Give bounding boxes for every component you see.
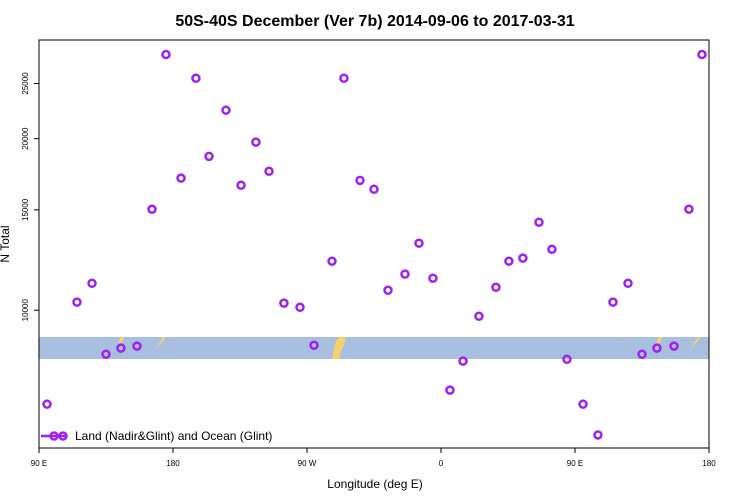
- point: [191, 73, 201, 84]
- legend-marker: [58, 431, 68, 441]
- point: [637, 349, 647, 359]
- x-tick-label: 0: [439, 459, 444, 468]
- point: [578, 399, 588, 409]
- chart-title: 50S-40S December (Ver 7b) 2014-09-06 to …: [175, 13, 574, 30]
- point: [355, 175, 365, 186]
- plot-frame: [38, 39, 710, 449]
- y-tick-label: 25000: [21, 72, 30, 95]
- point: [623, 278, 633, 289]
- x-axis-label: Longitude (deg E): [327, 477, 422, 491]
- y-tick-label: 15000: [21, 198, 30, 221]
- point: [491, 282, 501, 293]
- point: [697, 49, 707, 60]
- point: [264, 166, 274, 177]
- point: [445, 385, 455, 395]
- point: [327, 256, 337, 266]
- point: [534, 217, 544, 227]
- land: [118, 337, 124, 343]
- point: [400, 269, 410, 279]
- point: [547, 244, 557, 255]
- point: [458, 356, 468, 366]
- point: [383, 285, 393, 295]
- land: [656, 337, 662, 343]
- point: [116, 343, 126, 353]
- point: [593, 430, 603, 440]
- point: [147, 204, 157, 214]
- point: [72, 297, 82, 307]
- point: [236, 180, 246, 190]
- ocean-strip: [39, 337, 709, 359]
- point: [562, 354, 572, 365]
- point: [279, 298, 289, 308]
- point: [87, 278, 97, 289]
- map-strip: [39, 337, 709, 359]
- point: [428, 273, 438, 283]
- point: [608, 297, 618, 307]
- point: [414, 238, 424, 248]
- x-tick-label: 180: [166, 459, 180, 468]
- x-tick-label: 90 E: [567, 459, 583, 468]
- legend-marker: [49, 431, 59, 441]
- land: [332, 337, 346, 359]
- point: [101, 349, 111, 359]
- point: [684, 204, 694, 214]
- point: [161, 49, 171, 60]
- x-tick-label: 90 W: [298, 459, 317, 468]
- point: [309, 340, 319, 350]
- point: [474, 311, 484, 321]
- y-axis-label: N Total: [0, 225, 12, 262]
- point: [132, 341, 142, 351]
- point: [251, 137, 261, 147]
- point: [652, 343, 662, 353]
- point: [204, 151, 214, 162]
- y-tick-label: 10000: [21, 299, 30, 322]
- legend-label: Land (Nadir&Glint) and Ocean (Glint): [75, 429, 272, 443]
- point: [295, 302, 305, 312]
- x-tick-label: 90 E: [31, 459, 47, 468]
- point: [339, 73, 349, 84]
- point: [369, 184, 379, 195]
- land: [690, 337, 700, 351]
- point: [42, 399, 52, 409]
- y-tick-label: 20000: [21, 127, 30, 150]
- point: [504, 256, 514, 266]
- point: [518, 253, 528, 263]
- point: [221, 105, 231, 115]
- point: [176, 173, 186, 183]
- x-tick-label: 180: [702, 459, 716, 468]
- point: [669, 341, 679, 351]
- land: [155, 337, 165, 351]
